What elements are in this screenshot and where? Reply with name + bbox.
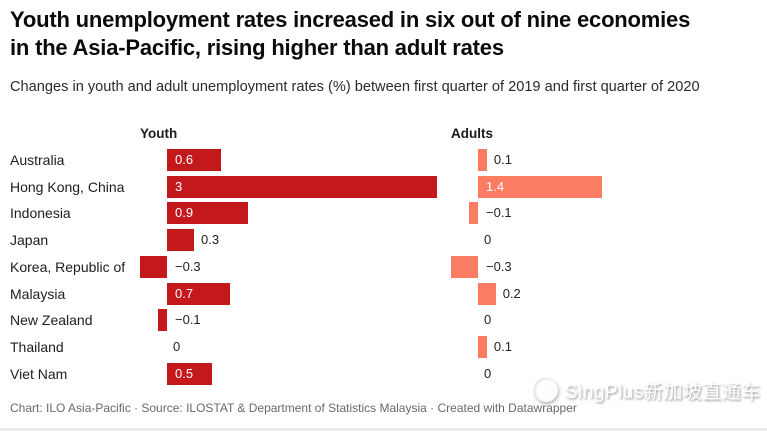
youth-bar bbox=[167, 282, 230, 305]
row-label: Malaysia bbox=[10, 285, 66, 302]
youth-value-label: 0.3 bbox=[201, 232, 220, 248]
row-label: Hong Kong, China bbox=[10, 178, 125, 195]
youth-bar bbox=[167, 202, 248, 225]
youth-value-label: 0.6 bbox=[175, 152, 194, 167]
chart-row: Australia 0.6 0.1 bbox=[0, 147, 767, 174]
column-header-adults: Adults bbox=[451, 126, 493, 141]
adults-value-label: 0 bbox=[484, 312, 492, 328]
youth-bar bbox=[167, 149, 221, 171]
chart-row: Viet Nam 0.5 0 bbox=[0, 361, 767, 388]
row-label: Korea, Republic of bbox=[10, 258, 126, 275]
youth-value-label: 0.5 bbox=[175, 365, 194, 381]
watermark: SingPlus新加坡直通车 bbox=[534, 376, 761, 404]
chart-row: Indonesia 0.9 −0.1 bbox=[0, 200, 767, 227]
column-header-youth: Youth bbox=[140, 126, 178, 141]
row-label: Thailand bbox=[10, 338, 64, 355]
adults-bar bbox=[478, 149, 487, 171]
youth-bar bbox=[167, 229, 194, 252]
adults-value-label: 0 bbox=[484, 232, 492, 248]
chart-row: Hong Kong, China 3 1.4 bbox=[0, 174, 767, 201]
row-label: Australia bbox=[10, 152, 65, 168]
adults-value-label: 1.4 bbox=[486, 178, 505, 194]
adults-value-label: 0.2 bbox=[502, 285, 521, 301]
adults-bar bbox=[451, 255, 478, 278]
youth-value-label: 0.7 bbox=[175, 285, 194, 301]
adults-bar bbox=[469, 202, 478, 225]
youth-bar bbox=[140, 255, 167, 278]
chart-row: New Zealand −0.1 0 bbox=[0, 307, 767, 334]
chart-row: Thailand 0 0.1 bbox=[0, 334, 767, 361]
watermark-logo-icon bbox=[534, 378, 558, 402]
row-label: Viet Nam bbox=[10, 365, 68, 382]
adults-value-label: −0.1 bbox=[486, 205, 512, 221]
row-label: Indonesia bbox=[10, 205, 71, 222]
adults-bar bbox=[478, 282, 496, 305]
youth-value-label: 3 bbox=[175, 178, 183, 194]
adults-bar bbox=[478, 175, 603, 198]
chart-rows: Australia 0.6 0.1 Hong Kong, China 3 1.4 Indon… bbox=[0, 147, 767, 389]
adults-value-label: 0.1 bbox=[493, 338, 512, 354]
row-label: New Zealand bbox=[10, 312, 93, 329]
youth-value-label: 0 bbox=[173, 338, 181, 354]
youth-bar bbox=[167, 362, 212, 385]
youth-value-label: −0.1 bbox=[175, 312, 201, 328]
chart-row: Malaysia 0.7 0.2 bbox=[0, 281, 767, 308]
chart-row: Japan 0.3 0 bbox=[0, 227, 767, 254]
youth-bar bbox=[158, 309, 167, 332]
bottom-divider bbox=[0, 428, 767, 431]
youth-value-label: 0.9 bbox=[175, 205, 194, 221]
row-label: Japan bbox=[10, 232, 49, 249]
watermark-text: SingPlus新加坡直通车 bbox=[565, 381, 761, 403]
youth-bar bbox=[167, 175, 437, 198]
youth-value-label: −0.3 bbox=[175, 258, 201, 274]
chart-row: Korea, Republic of −0.3 −0.3 bbox=[0, 254, 767, 281]
adults-value-label: −0.3 bbox=[486, 258, 512, 274]
source-line: Chart: ILO Asia-Pacific · Source: ILOSTA… bbox=[10, 401, 577, 415]
adults-value-label: 0 bbox=[484, 365, 492, 381]
chart-subtitle: Changes in youth and adult unemployment … bbox=[10, 79, 700, 95]
chart-title: Youth unemployment rates increased in si… bbox=[10, 7, 691, 60]
adults-value-label: 0.1 bbox=[493, 152, 512, 167]
adults-bar bbox=[478, 335, 487, 358]
